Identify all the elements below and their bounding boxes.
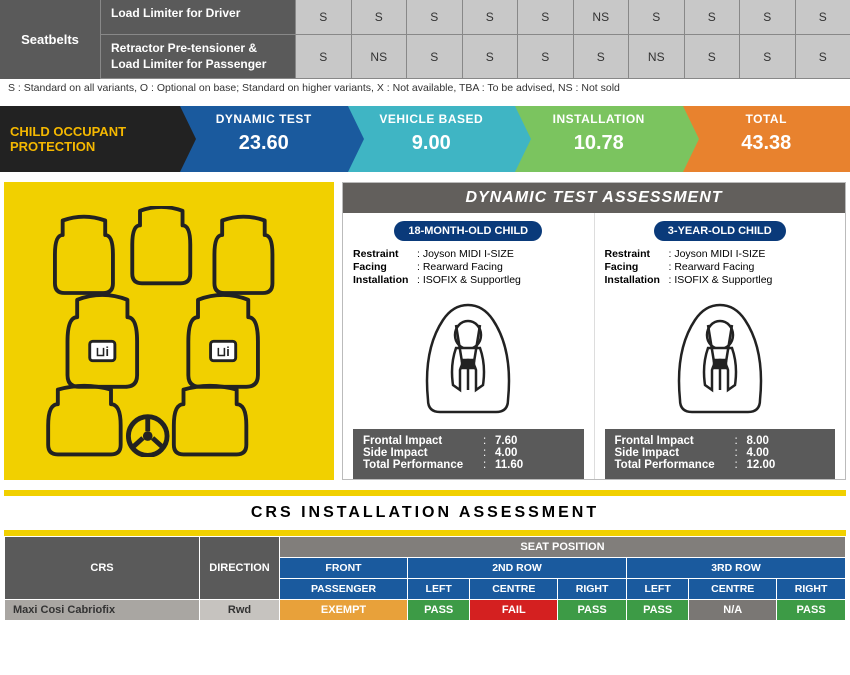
crs-sub-head: LEFT	[626, 579, 688, 600]
cop-seg-title: VEHICLE BASED	[348, 112, 516, 126]
cop-seg-value: 23.60	[180, 132, 348, 155]
crs-head-seatpos: SEAT POSITION	[280, 537, 846, 558]
seatbelt-cell: S	[684, 0, 740, 34]
cop-segment: DYNAMIC TEST 23.60	[180, 106, 348, 172]
seatbelt-cell: S	[406, 0, 462, 34]
crs-name-cell: Maxi Cosi Cabriofix	[5, 600, 200, 621]
seatbelts-heading: Seatbelts	[0, 0, 100, 79]
crs-sub-head: RIGHT	[777, 579, 846, 600]
crs-result-cell: N/A	[689, 600, 777, 621]
svg-text:⊔i: ⊔i	[216, 344, 229, 358]
seatbelt-cell: S	[739, 0, 795, 34]
seats-illustration: ⊔i ⊔i	[4, 182, 334, 480]
cop-seg-title: INSTALLATION	[515, 112, 683, 126]
crs-result-cell: FAIL	[470, 600, 558, 621]
cop-segment: TOTAL 43.38	[683, 106, 850, 172]
seatbelt-cell: S	[517, 0, 573, 34]
spec-row: Installation: ISOFIX & Supportleg	[605, 274, 836, 286]
seatbelt-cell: S	[628, 0, 684, 34]
seatbelt-row: Retractor Pre-tensioner & Load Limiter f…	[100, 35, 850, 79]
cop-segment: INSTALLATION 10.78	[515, 106, 683, 172]
cop-seg-title: DYNAMIC TEST	[180, 112, 348, 126]
cop-label-text: CHILD OCCUPANT PROTECTION	[10, 124, 170, 154]
cop-banner: CHILD OCCUPANT PROTECTION DYNAMIC TEST 23…	[0, 106, 850, 172]
crs-group-head: FRONT	[280, 558, 408, 579]
crs-group-head: 3RD ROW	[626, 558, 845, 579]
seatbelt-cell: NS	[573, 0, 629, 34]
seatbelt-cell: NS	[628, 35, 684, 78]
seatbelt-cell: S	[573, 35, 629, 78]
crs-section: CRS INSTALLATION ASSESSMENT CRS DIRECTIO…	[0, 490, 850, 621]
seatbelt-cell: S	[795, 0, 850, 34]
cop-seg-value: 10.78	[515, 132, 683, 155]
dynamic-col: 18-MONTH-OLD CHILD Restraint: Joyson MIDI…	[343, 213, 594, 479]
crs-result-cell: PASS	[777, 600, 846, 621]
cop-label: CHILD OCCUPANT PROTECTION	[0, 106, 180, 172]
scores-box: Frontal Impact:7.60Side Impact:4.00Total…	[353, 429, 584, 479]
seatbelt-row: Load Limiter for DriverSSSSSNSSSSS	[100, 0, 850, 35]
cop-seg-title: TOTAL	[683, 112, 850, 126]
scores-box: Frontal Impact:8.00Side Impact:4.00Total…	[605, 429, 836, 479]
cop-seg-value: 9.00	[348, 132, 516, 155]
spec-row: Restraint: Joyson MIDI I-SIZE	[353, 248, 584, 260]
crs-title: CRS INSTALLATION ASSESSMENT	[4, 496, 846, 536]
dynamic-section: ⊔i ⊔i DYNAMIC TEST ASSESSMENT 18-MONTH-O…	[0, 182, 850, 480]
car-seats-icon: ⊔i ⊔i	[24, 206, 314, 457]
crs-dir-cell: Rwd	[200, 600, 280, 621]
seatbelts-legend: S : Standard on all variants, O : Option…	[0, 79, 850, 100]
seatbelt-cell: S	[295, 35, 351, 78]
childseat-icon	[353, 290, 584, 425]
crs-result-cell: PASS	[626, 600, 688, 621]
seatbelt-cell: S	[406, 35, 462, 78]
childseat-icon	[605, 290, 836, 425]
seatbelt-cell: S	[517, 35, 573, 78]
seatbelt-cell: S	[739, 35, 795, 78]
cop-seg-value: 43.38	[683, 132, 850, 155]
crs-result-cell: PASS	[558, 600, 627, 621]
svg-text:⊔i: ⊔i	[96, 344, 109, 358]
seatbelt-cell: S	[462, 0, 518, 34]
seatbelt-row-label: Retractor Pre-tensioner & Load Limiter f…	[100, 35, 295, 78]
dynamic-col: 3-YEAR-OLD CHILD Restraint: Joyson MIDI I…	[594, 213, 846, 479]
crs-sub-head: CENTRE	[470, 579, 558, 600]
seatbelts-table: Seatbelts Load Limiter for DriverSSSSSNS…	[0, 0, 850, 79]
spec-row: Facing: Rearward Facing	[353, 261, 584, 273]
crs-group-head: 2ND ROW	[408, 558, 627, 579]
crs-head-direction: DIRECTION	[200, 537, 280, 600]
crs-table: CRS DIRECTION SEAT POSITION FRONT2ND ROW…	[4, 536, 846, 621]
spec-row: Facing: Rearward Facing	[605, 261, 836, 273]
spec-row: Installation: ISOFIX & Supportleg	[353, 274, 584, 286]
dynamic-title: DYNAMIC TEST ASSESSMENT	[343, 183, 845, 213]
crs-sub-head: CENTRE	[689, 579, 777, 600]
crs-result-cell: PASS	[408, 600, 470, 621]
seatbelt-row-label: Load Limiter for Driver	[100, 0, 295, 34]
seatbelt-cell: S	[351, 0, 407, 34]
crs-sub-head: PASSENGER	[280, 579, 408, 600]
age-pill: 3-YEAR-OLD CHILD	[654, 221, 786, 241]
crs-head-crs: CRS	[5, 537, 200, 600]
crs-sub-head: RIGHT	[558, 579, 627, 600]
seatbelt-cell: S	[462, 35, 518, 78]
crs-result-cell: EXEMPT	[280, 600, 408, 621]
seatbelt-cell: S	[684, 35, 740, 78]
seatbelt-cell: NS	[351, 35, 407, 78]
crs-sub-head: LEFT	[408, 579, 470, 600]
seatbelt-cell: S	[795, 35, 850, 78]
seatbelt-cell: S	[295, 0, 351, 34]
spec-row: Restraint: Joyson MIDI I-SIZE	[605, 248, 836, 260]
cop-segment: VEHICLE BASED 9.00	[348, 106, 516, 172]
age-pill: 18-MONTH-OLD CHILD	[394, 221, 542, 241]
